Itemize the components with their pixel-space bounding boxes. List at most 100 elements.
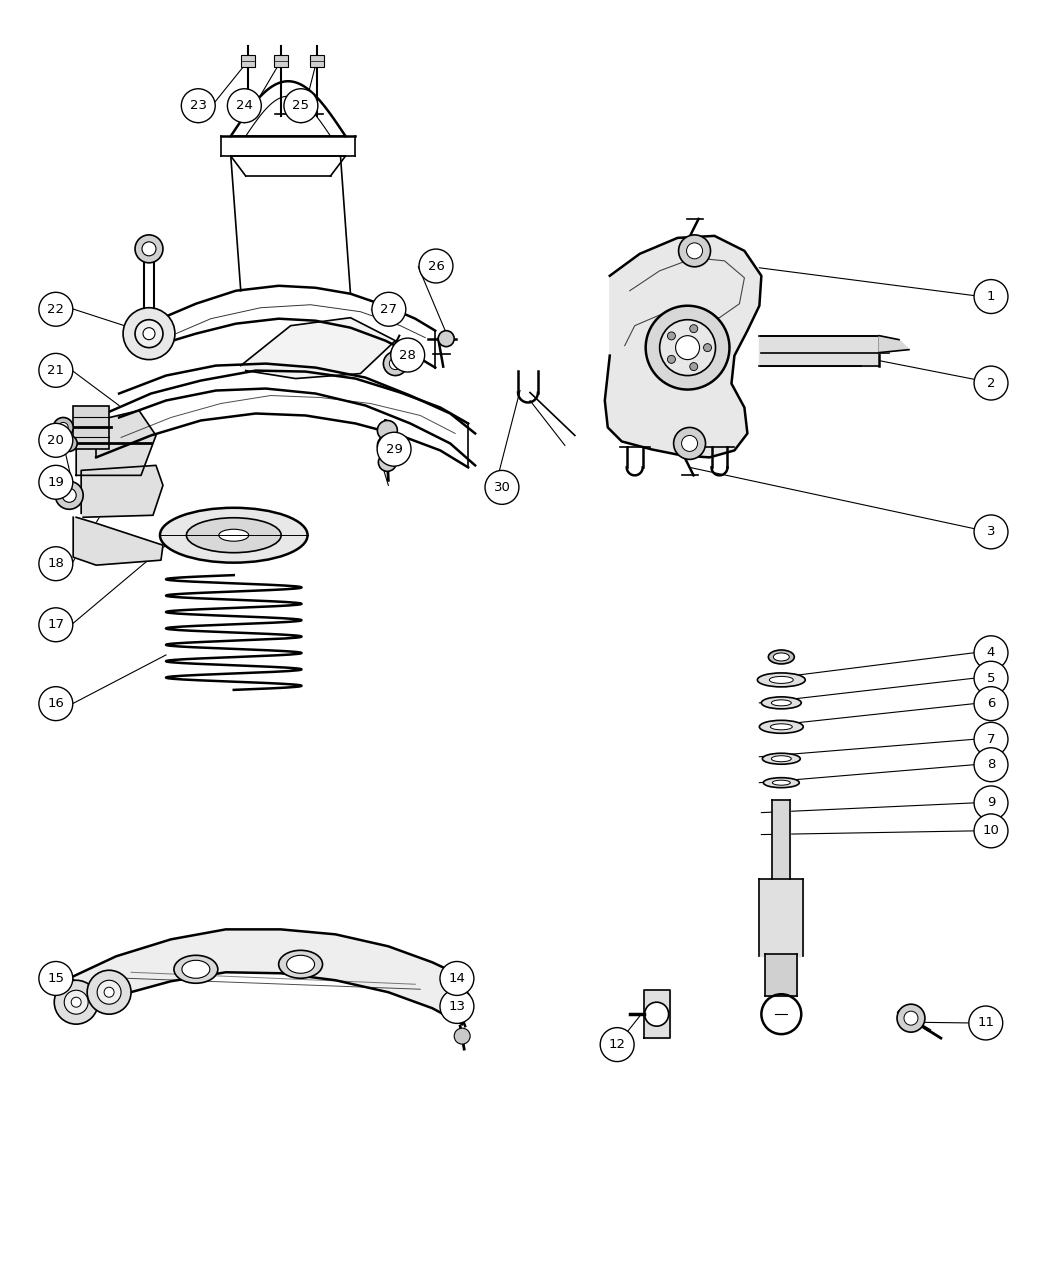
Circle shape bbox=[687, 242, 702, 259]
Circle shape bbox=[974, 662, 1008, 695]
Text: 22: 22 bbox=[47, 302, 64, 316]
Text: 12: 12 bbox=[609, 1038, 626, 1051]
Ellipse shape bbox=[763, 778, 799, 788]
Circle shape bbox=[56, 482, 83, 509]
Circle shape bbox=[904, 1011, 918, 1025]
Circle shape bbox=[61, 436, 78, 451]
Text: 28: 28 bbox=[399, 348, 416, 362]
Circle shape bbox=[39, 292, 72, 326]
Text: 15: 15 bbox=[47, 972, 64, 986]
Text: 29: 29 bbox=[385, 442, 402, 455]
Circle shape bbox=[55, 980, 98, 1024]
Circle shape bbox=[39, 961, 72, 996]
Circle shape bbox=[440, 989, 474, 1024]
Ellipse shape bbox=[218, 529, 249, 541]
Text: 9: 9 bbox=[987, 797, 995, 810]
Polygon shape bbox=[240, 317, 396, 379]
Ellipse shape bbox=[771, 724, 793, 729]
Text: 4: 4 bbox=[987, 646, 995, 659]
Circle shape bbox=[87, 970, 131, 1014]
Circle shape bbox=[646, 306, 730, 390]
Circle shape bbox=[974, 813, 1008, 848]
Circle shape bbox=[383, 352, 407, 376]
Circle shape bbox=[974, 515, 1008, 548]
Ellipse shape bbox=[772, 756, 792, 761]
Circle shape bbox=[391, 338, 424, 372]
Circle shape bbox=[39, 687, 72, 720]
Circle shape bbox=[39, 423, 72, 458]
Circle shape bbox=[135, 320, 163, 348]
Text: 8: 8 bbox=[987, 759, 995, 771]
Polygon shape bbox=[759, 880, 803, 956]
Circle shape bbox=[485, 470, 519, 505]
Circle shape bbox=[675, 335, 699, 360]
Text: 30: 30 bbox=[494, 481, 510, 493]
Circle shape bbox=[974, 723, 1008, 756]
Ellipse shape bbox=[160, 507, 308, 562]
Circle shape bbox=[143, 328, 155, 339]
Text: 13: 13 bbox=[448, 1000, 465, 1012]
Circle shape bbox=[39, 547, 72, 580]
Polygon shape bbox=[644, 991, 670, 1038]
Circle shape bbox=[104, 987, 114, 997]
Polygon shape bbox=[765, 954, 797, 996]
Circle shape bbox=[440, 961, 474, 996]
Circle shape bbox=[39, 465, 72, 500]
Polygon shape bbox=[77, 411, 156, 476]
Circle shape bbox=[897, 1005, 925, 1033]
Text: 5: 5 bbox=[987, 672, 995, 685]
Text: 26: 26 bbox=[427, 260, 444, 273]
Text: 21: 21 bbox=[47, 363, 64, 377]
Circle shape bbox=[377, 436, 397, 455]
Ellipse shape bbox=[187, 518, 281, 552]
Ellipse shape bbox=[287, 955, 315, 973]
Text: 18: 18 bbox=[47, 557, 64, 570]
Circle shape bbox=[228, 89, 261, 122]
Circle shape bbox=[690, 325, 697, 333]
Polygon shape bbox=[69, 929, 462, 1024]
Ellipse shape bbox=[772, 700, 792, 706]
Circle shape bbox=[601, 1028, 634, 1062]
Ellipse shape bbox=[774, 653, 790, 660]
Circle shape bbox=[372, 292, 405, 326]
Ellipse shape bbox=[182, 960, 210, 978]
Circle shape bbox=[668, 356, 675, 363]
Polygon shape bbox=[879, 335, 909, 353]
Circle shape bbox=[377, 432, 411, 467]
Circle shape bbox=[974, 687, 1008, 720]
Bar bbox=[74, 405, 109, 449]
Circle shape bbox=[681, 436, 697, 451]
Circle shape bbox=[58, 422, 68, 432]
Circle shape bbox=[450, 989, 470, 1010]
Circle shape bbox=[135, 235, 163, 263]
Text: 10: 10 bbox=[983, 825, 1000, 838]
Circle shape bbox=[678, 235, 711, 266]
Circle shape bbox=[284, 89, 318, 122]
Ellipse shape bbox=[759, 720, 803, 733]
Text: 1: 1 bbox=[987, 289, 995, 303]
Circle shape bbox=[123, 307, 175, 360]
Circle shape bbox=[377, 421, 397, 440]
Circle shape bbox=[71, 997, 81, 1007]
Circle shape bbox=[704, 344, 712, 352]
Text: 24: 24 bbox=[236, 99, 253, 112]
Circle shape bbox=[182, 89, 215, 122]
Circle shape bbox=[54, 417, 74, 437]
Circle shape bbox=[39, 353, 72, 388]
Circle shape bbox=[974, 366, 1008, 400]
Text: 17: 17 bbox=[47, 618, 64, 631]
Polygon shape bbox=[759, 335, 879, 366]
Text: 16: 16 bbox=[47, 697, 64, 710]
Polygon shape bbox=[81, 465, 163, 518]
Circle shape bbox=[969, 1006, 1003, 1040]
Ellipse shape bbox=[773, 780, 791, 785]
Text: 14: 14 bbox=[448, 972, 465, 986]
Circle shape bbox=[438, 330, 455, 347]
Circle shape bbox=[455, 1028, 470, 1044]
Ellipse shape bbox=[762, 754, 800, 764]
Circle shape bbox=[668, 332, 675, 340]
Circle shape bbox=[690, 362, 697, 371]
Polygon shape bbox=[74, 518, 163, 565]
Text: 23: 23 bbox=[190, 99, 207, 112]
Circle shape bbox=[390, 357, 401, 370]
